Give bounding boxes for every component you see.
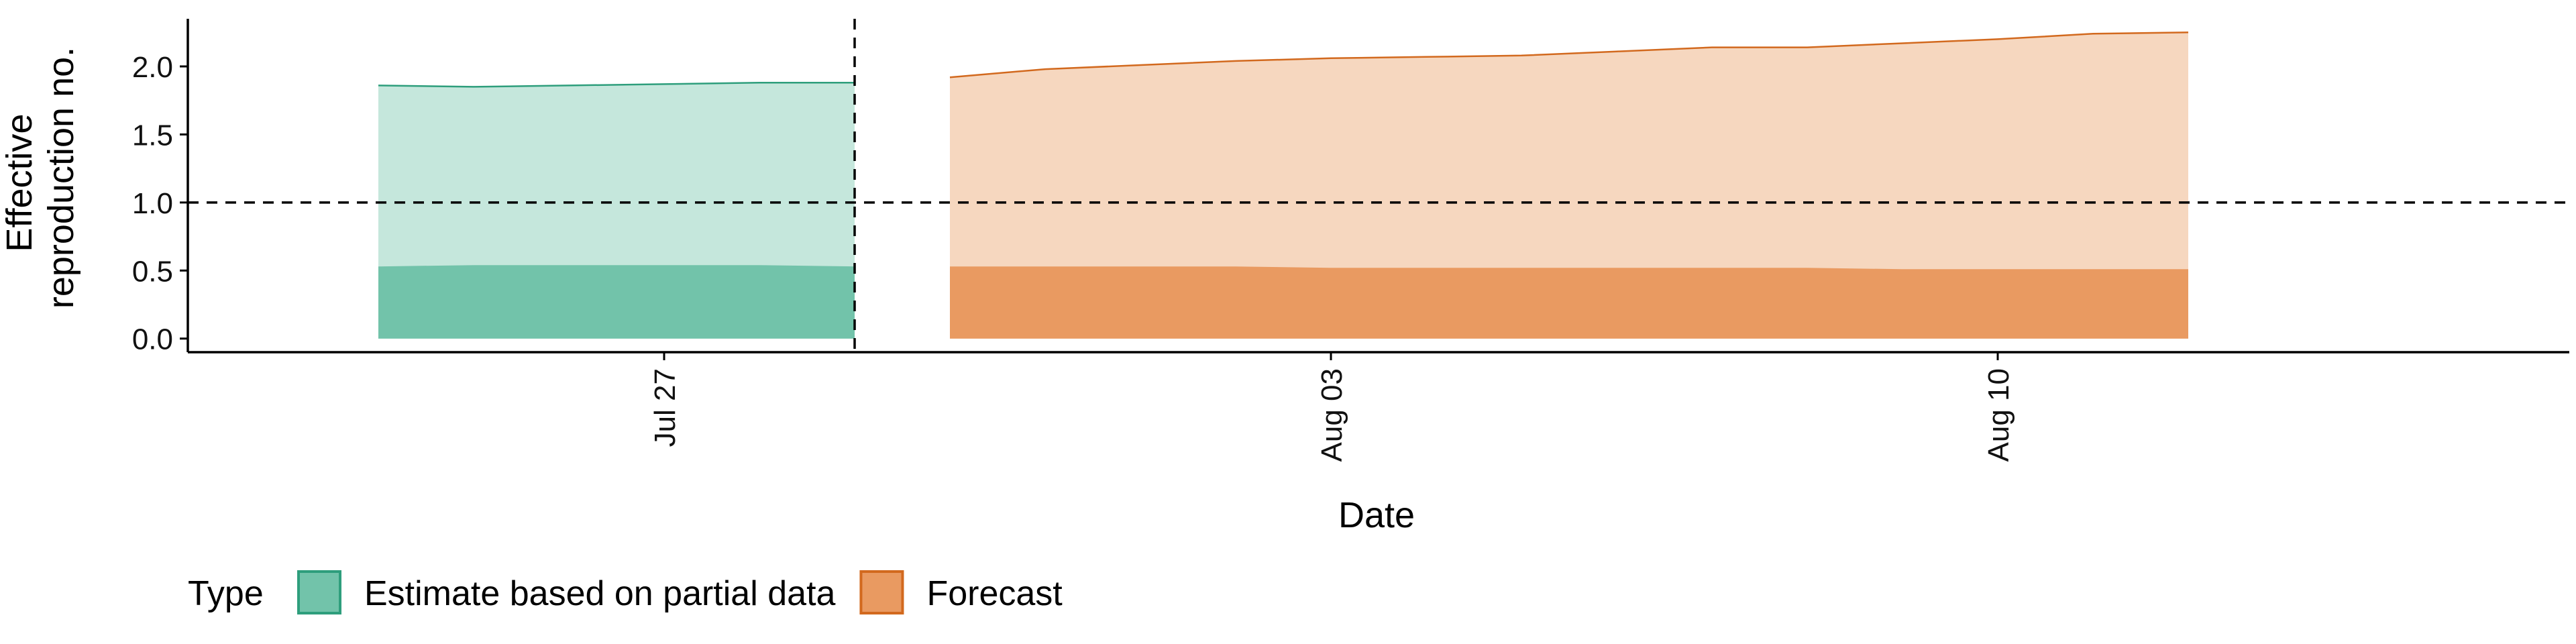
x-tick-label: Jul 27: [649, 368, 682, 447]
y-tick-label: 1.5: [132, 119, 173, 152]
band-inner-forecast: [950, 266, 2188, 339]
band-outer-edge-estimate: [378, 82, 855, 88]
y-tick-label: 1.0: [132, 187, 173, 220]
legend-label-estimate: Estimate based on partial data: [364, 574, 836, 613]
y-tick-label: 2.0: [132, 51, 173, 84]
axes: 0.0 0.5 1.0 1.5 2.0 Jul 27 Aug 03 Aug 10: [132, 19, 2569, 462]
y-axis-title: Effective reproduction no.: [0, 47, 81, 309]
x-axis-title: Date: [1338, 495, 1415, 535]
legend-swatch-forecast: [859, 570, 904, 614]
legend-label-forecast: Forecast: [926, 574, 1063, 613]
y-tick-label: 0.0: [132, 323, 173, 356]
y-axis-title-line-2: reproduction no.: [41, 47, 81, 309]
y-axis-title-line-1: Effective: [0, 113, 40, 252]
series-bands: [378, 32, 2189, 339]
legend-swatch-estimate: [297, 570, 341, 614]
x-tick-label: Aug 03: [1316, 368, 1348, 462]
band-inner-estimate: [378, 265, 855, 339]
legend: Type Estimate based on partial data Foreca…: [188, 570, 1063, 614]
legend-title: Type: [188, 574, 264, 613]
band-outer-forecast: [950, 32, 2188, 339]
reference-lines: [188, 19, 2569, 352]
x-tick-label: Aug 10: [1982, 368, 2015, 462]
plot-area: 0.0 0.5 1.0 1.5 2.0 Jul 27 Aug 03 Aug 10: [132, 19, 2569, 462]
y-tick-label: 0.5: [132, 255, 173, 288]
band-outer-edge-forecast: [949, 32, 2189, 78]
